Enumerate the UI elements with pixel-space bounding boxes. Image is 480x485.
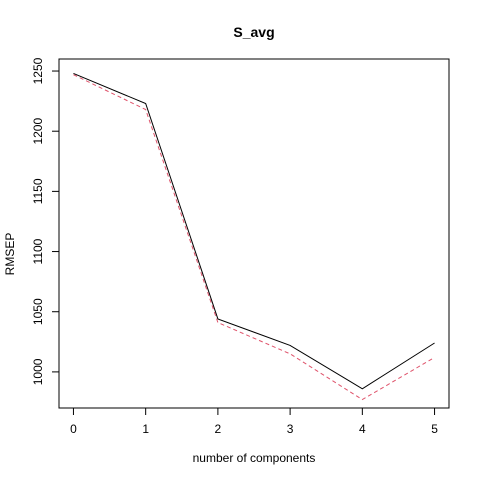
y-axis-title: RMSEP: [3, 233, 17, 276]
y-tick-label: 1100: [31, 238, 45, 264]
x-tick-label: 4: [359, 422, 366, 436]
y-tick-label: 1250: [31, 57, 45, 84]
plot-frame: [59, 59, 449, 408]
x-axis-title: number of components: [193, 451, 316, 465]
x-tick-label: 0: [70, 422, 77, 436]
x-tick-label: 2: [215, 422, 222, 436]
y-tick-label: 1200: [31, 118, 45, 145]
x-tick-label: 1: [142, 422, 149, 436]
axes: 0 1 2 3 4 5 1000 1050 1100 1150 1200 1250: [31, 57, 449, 436]
series-line-solid: [73, 73, 434, 388]
series-line-dashed: [73, 75, 434, 400]
y-tick-label: 1000: [31, 358, 45, 385]
y-tick-label: 1050: [31, 298, 45, 325]
chart-title: S_avg: [233, 24, 274, 40]
x-tick-label: 5: [431, 422, 438, 436]
series-lines: [73, 73, 434, 399]
y-tick-label: 1150: [31, 178, 45, 204]
x-tick-label: 3: [287, 422, 294, 436]
